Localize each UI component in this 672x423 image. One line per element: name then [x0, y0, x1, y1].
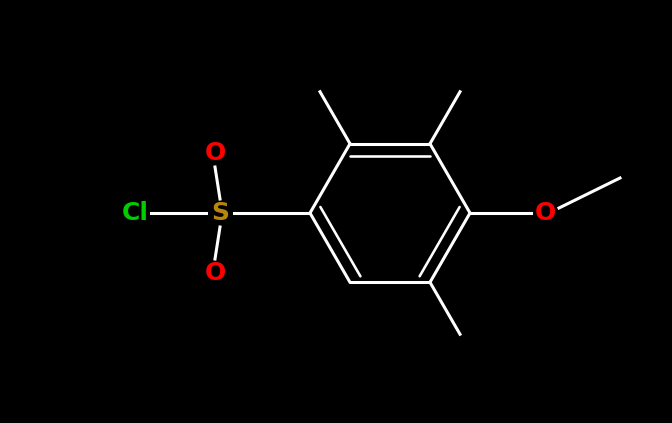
Text: Cl: Cl [122, 201, 149, 225]
Text: S: S [211, 201, 229, 225]
Text: O: O [204, 141, 226, 165]
Text: O: O [204, 261, 226, 285]
Text: O: O [534, 201, 556, 225]
